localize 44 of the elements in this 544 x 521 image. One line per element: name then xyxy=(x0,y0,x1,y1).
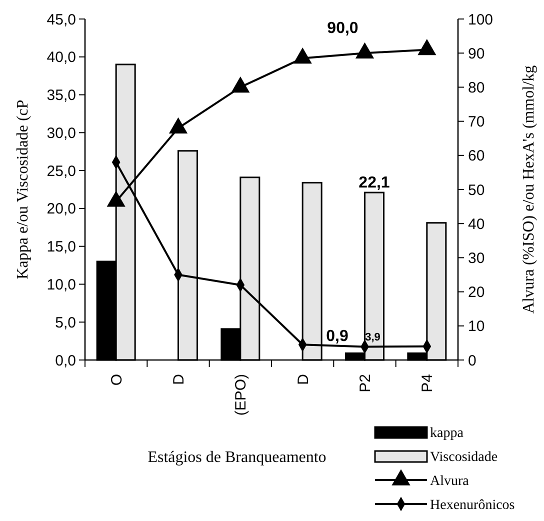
x-tick-label: O xyxy=(108,374,126,386)
y2-tick-label: 100 xyxy=(468,11,494,28)
point xyxy=(231,76,250,93)
y2-tick-label: 0 xyxy=(468,352,476,370)
y-tick-label: 40,0 xyxy=(46,49,76,66)
y-tick-label: 5,0 xyxy=(55,314,76,332)
y-tick-label: 45,0 xyxy=(46,11,76,28)
legend-label: Alvura xyxy=(430,474,470,489)
y2-axis-title: Alvura (%ISO) e/ou HexA's (mmol/kg xyxy=(520,65,538,314)
data-label: 90,0 xyxy=(327,20,358,38)
x-axis-title: Estágios de Branqueamento xyxy=(148,449,326,466)
point xyxy=(293,47,312,64)
data-label: 0,9 xyxy=(326,328,348,346)
y2-tick-label: 70 xyxy=(468,114,485,131)
y-tick-label: 35,0 xyxy=(46,87,76,104)
y2-tick-label: 60 xyxy=(468,148,485,165)
y2-tick-label: 90 xyxy=(468,45,485,62)
y2-tick-label: 30 xyxy=(468,250,485,267)
y-tick-label: 30,0 xyxy=(46,124,76,142)
legend-label: Viscosidade xyxy=(430,450,498,465)
y-tick-label: 10,0 xyxy=(46,276,76,294)
point xyxy=(355,42,374,58)
y-tick-label: 20,0 xyxy=(46,200,76,218)
y2-tick-label: 20 xyxy=(468,284,485,302)
y-axis-title: Kappa e/ou Viscosidade (cP xyxy=(14,100,32,280)
y-tick-label: 25,0 xyxy=(46,162,76,180)
x-tick-label: D xyxy=(294,374,312,385)
legend-label: Hexenurônicos xyxy=(430,498,515,513)
data-label: 22,1 xyxy=(358,174,390,192)
x-tick-label: (EPO) xyxy=(232,374,250,416)
point xyxy=(418,38,436,56)
x-tick-label: D xyxy=(170,374,188,385)
y-tick-label: 15,0 xyxy=(46,238,76,256)
point xyxy=(168,117,188,134)
point xyxy=(106,190,126,207)
y2-tick-label: 50 xyxy=(468,182,485,199)
legend-label: kappa xyxy=(430,426,464,441)
y2-tick-label: 10 xyxy=(468,318,485,336)
x-tick-label: P2 xyxy=(357,374,374,392)
y2-tick-label: 40 xyxy=(468,216,485,233)
data-label: 3,9 xyxy=(365,332,380,344)
x-tick-label: P4 xyxy=(419,374,436,392)
y-tick-label: 0,0 xyxy=(55,352,76,370)
y2-tick-label: 80 xyxy=(468,79,485,96)
